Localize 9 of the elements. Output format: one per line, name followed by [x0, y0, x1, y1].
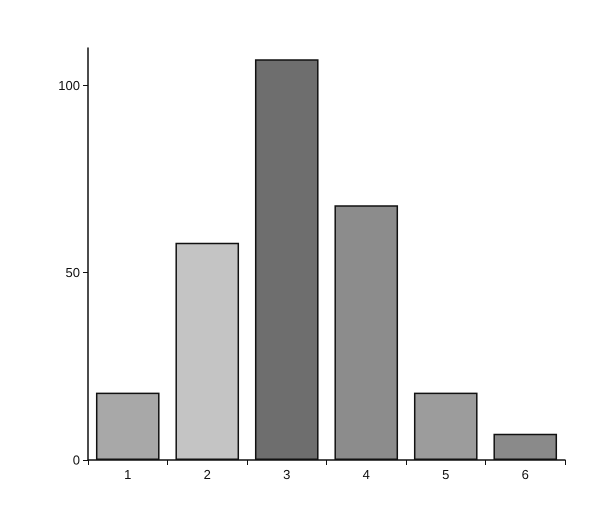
x-tick-label: 6	[522, 467, 529, 482]
x-tick-label: 1	[124, 467, 132, 482]
x-tick-label: 2	[204, 467, 211, 482]
x-tick-label: 3	[283, 467, 290, 482]
y-tick-label: 100	[58, 78, 80, 93]
x-tick-label: 5	[442, 467, 450, 482]
y-tick-label: 0	[72, 452, 80, 468]
x-tick-label: 4	[362, 467, 370, 482]
y-tick-label: 50	[66, 265, 80, 280]
